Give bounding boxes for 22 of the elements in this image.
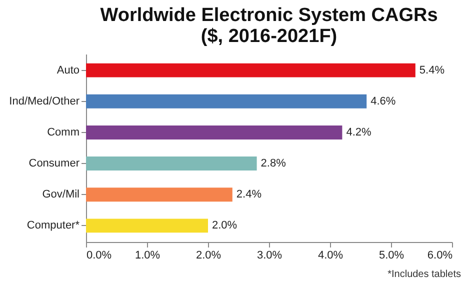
data-label: 2.0%	[212, 220, 238, 232]
data-label: 2.8%	[260, 158, 286, 170]
y-tick-label: Consumer	[28, 158, 80, 170]
x-tick-label: 2.0%	[196, 250, 222, 262]
y-tick-label: Gov/Mil	[42, 188, 80, 201]
data-label: 4.2%	[346, 126, 372, 138]
data-label: 5.4%	[419, 64, 445, 76]
text: *Includes tablets	[388, 269, 461, 280]
chart-title: Worldwide Electronic System CAGRs	[100, 5, 438, 26]
x-tick-label: 1.0%	[134, 250, 160, 262]
x-tick-label: 5.0%	[378, 250, 404, 262]
data-label: 4.6%	[370, 95, 396, 108]
y-tick-label: Auto	[56, 64, 80, 76]
y-tick-label: Ind/Med/Other	[9, 95, 80, 108]
chart-subtitle: ($, 2016-2021F)	[200, 26, 338, 47]
y-tick-label: Comm	[47, 126, 80, 138]
x-tick-label: 3.0%	[256, 250, 282, 262]
x-tick-label: 4.0%	[318, 250, 344, 262]
data-label: 2.4%	[236, 188, 262, 201]
x-tick-label: 0.0%	[86, 250, 112, 262]
y-tick-label: Computer*	[26, 220, 80, 232]
x-tick-label: 6.0%	[427, 250, 453, 262]
